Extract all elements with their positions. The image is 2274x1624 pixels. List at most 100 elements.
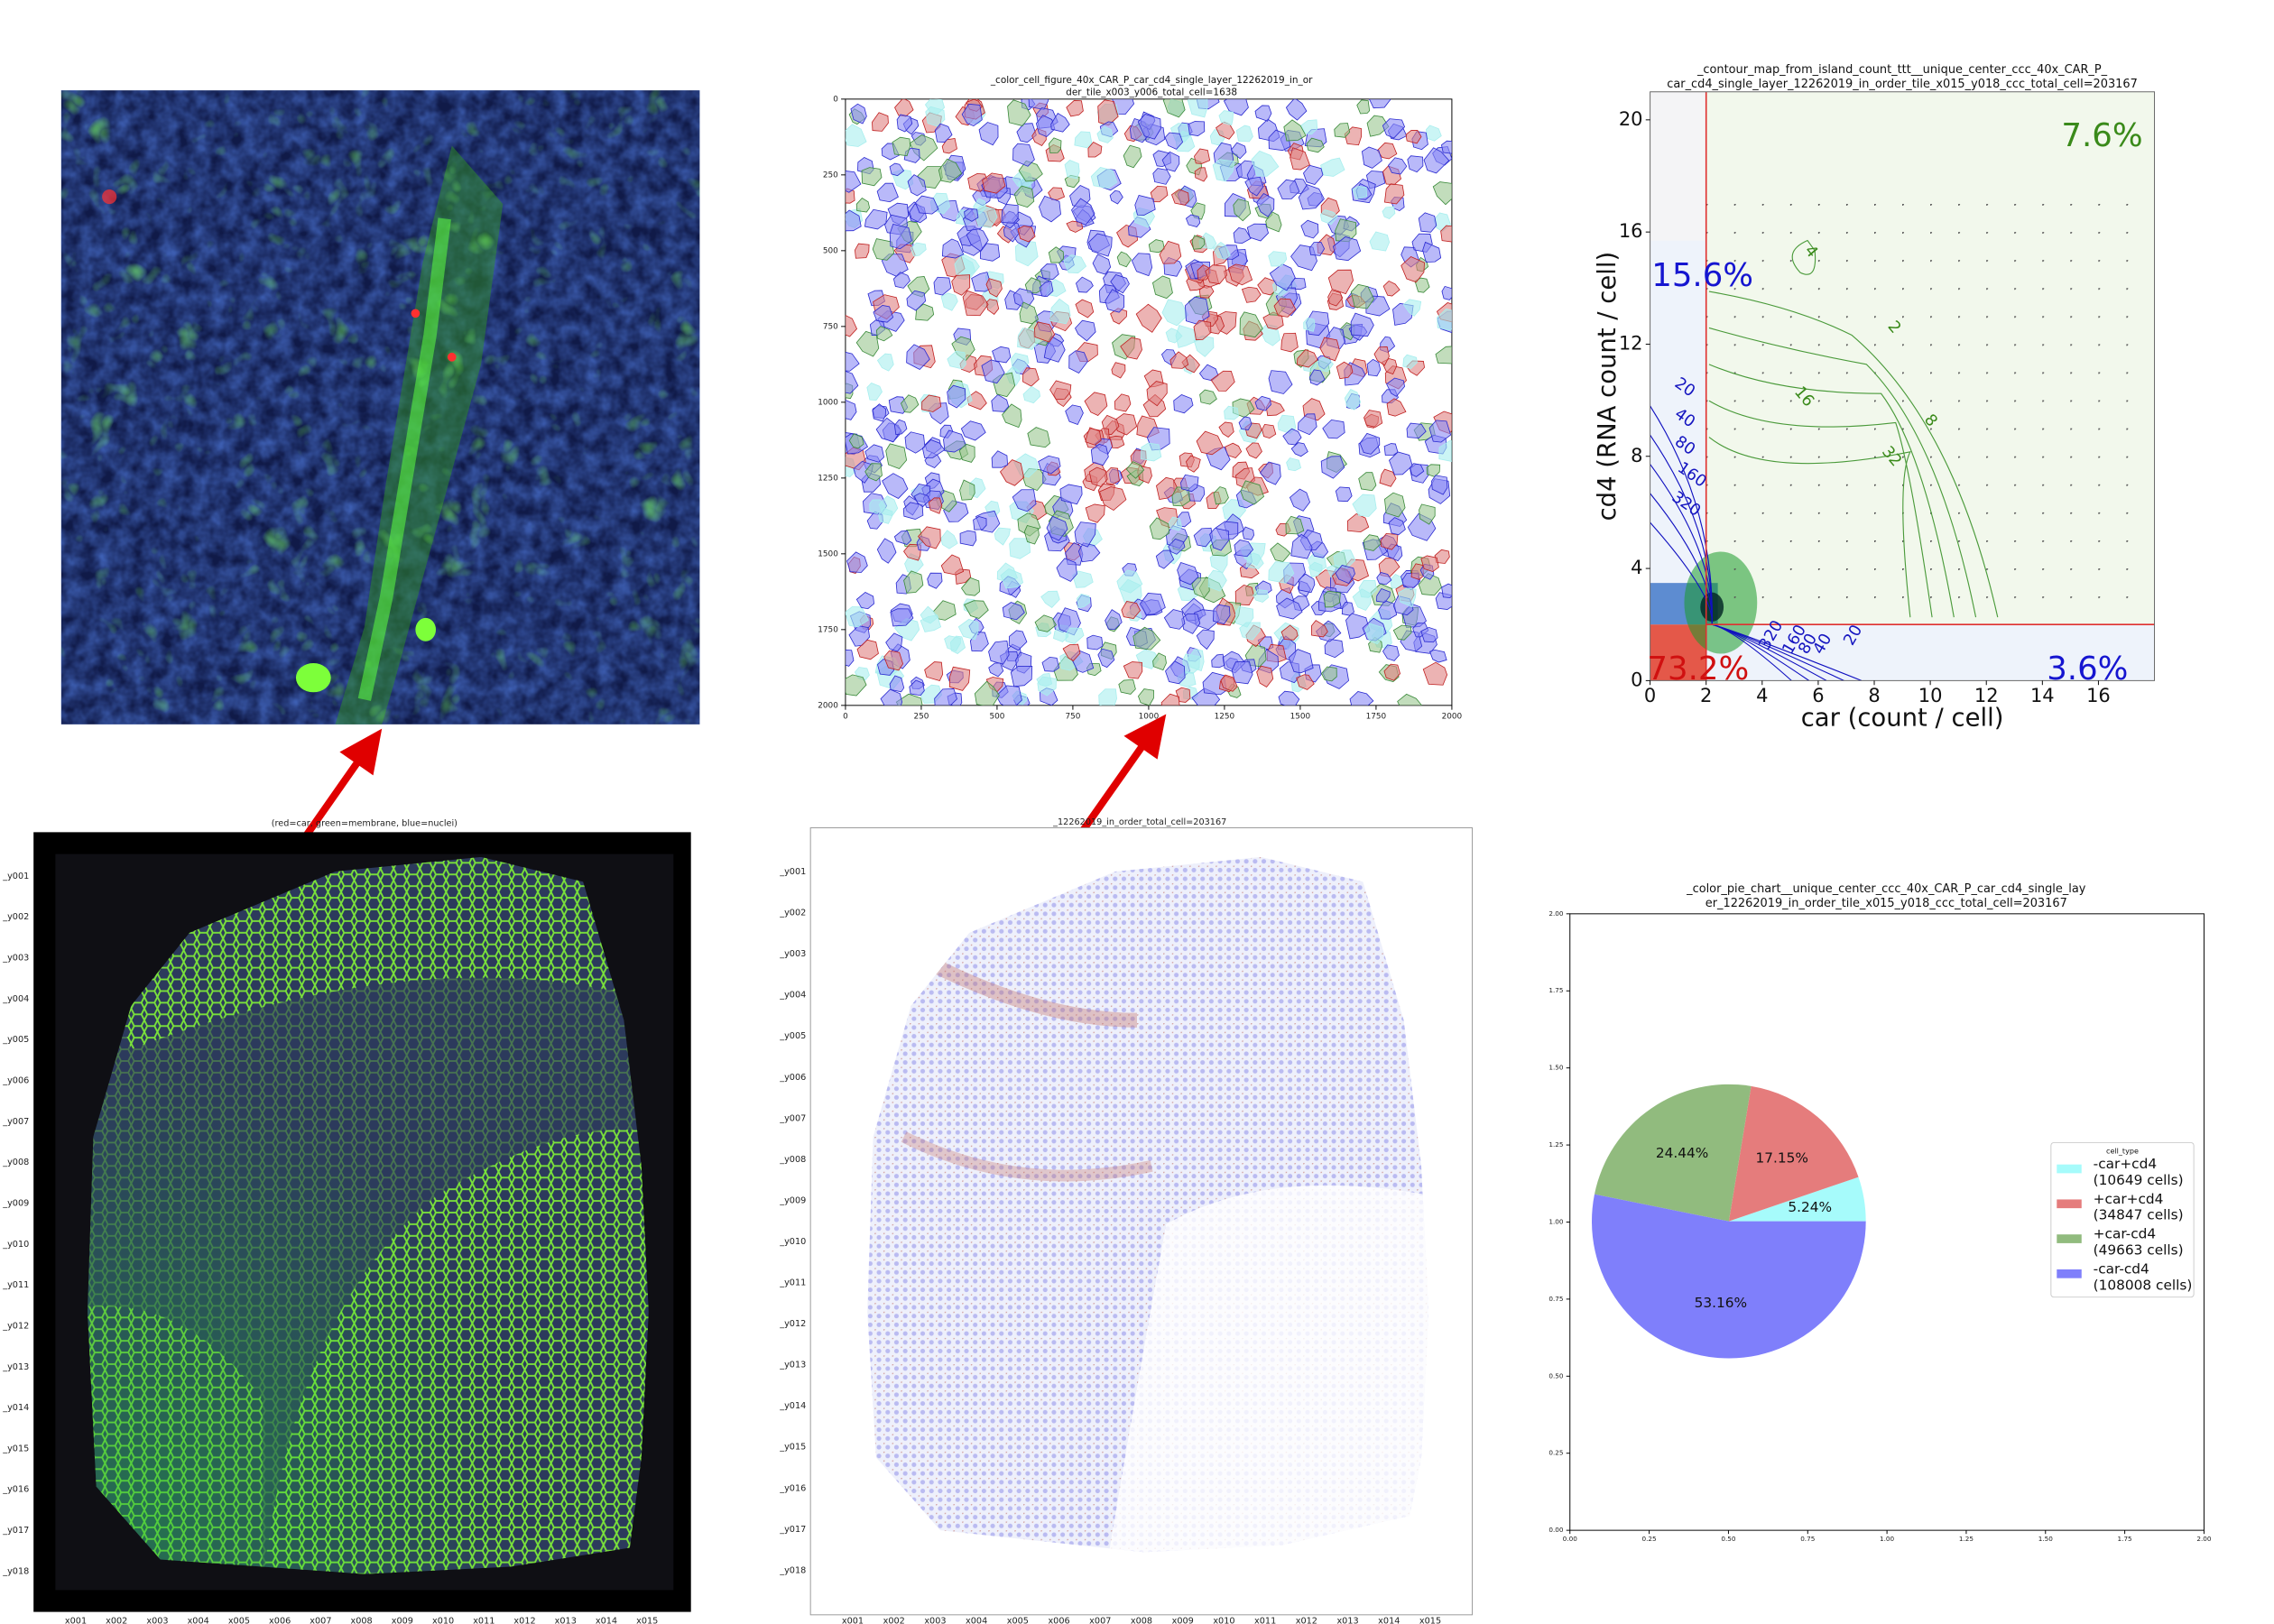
cell xyxy=(1245,442,1262,459)
cell xyxy=(1043,336,1066,363)
legend-label: +car+cd4 xyxy=(2094,1191,2164,1207)
cell xyxy=(1164,132,1184,150)
cell xyxy=(1135,303,1162,333)
cell xyxy=(1256,665,1274,688)
cell xyxy=(880,688,903,706)
cell xyxy=(1185,214,1201,227)
tile-x-label: x011 xyxy=(473,1616,495,1624)
pie-slice xyxy=(1728,1085,1859,1222)
cell xyxy=(1065,404,1084,426)
cell xyxy=(1276,597,1303,620)
cell xyxy=(876,353,894,372)
cell xyxy=(1262,423,1277,439)
tile-y-label: _y004 xyxy=(779,991,806,1001)
cell xyxy=(1308,242,1326,256)
cell xyxy=(948,666,971,691)
x-tick-label: 2 xyxy=(1700,685,1712,706)
legend-swatch xyxy=(2057,1234,2082,1243)
cell xyxy=(1306,137,1325,153)
y-tick-label: 1250 xyxy=(818,474,838,483)
cell xyxy=(1163,609,1186,630)
cell xyxy=(845,370,859,394)
cell xyxy=(1259,461,1281,485)
tile-y-label: _y003 xyxy=(779,949,806,959)
cell xyxy=(1376,572,1392,586)
legend-detail: (34847 cells) xyxy=(2094,1207,2184,1223)
tile-x-label: x006 xyxy=(1048,1616,1069,1624)
cell xyxy=(1235,125,1253,143)
cell xyxy=(1234,584,1255,605)
cell xyxy=(1398,587,1417,608)
cell xyxy=(890,608,914,627)
tile-x-label: x014 xyxy=(596,1616,617,1624)
cell xyxy=(1092,254,1112,275)
y-tick-label: 0.75 xyxy=(1548,1295,1563,1303)
y-tick-label: 1.75 xyxy=(1548,986,1563,994)
legend-detail: (10649 cells) xyxy=(2094,1172,2184,1188)
cell xyxy=(845,399,857,420)
cell xyxy=(1233,198,1252,222)
cell xyxy=(1349,691,1374,706)
cell xyxy=(1253,589,1269,603)
cell xyxy=(961,577,980,596)
cell xyxy=(910,242,927,257)
cell xyxy=(1234,540,1254,558)
cell xyxy=(1024,277,1042,294)
cell xyxy=(893,419,908,436)
x-tick-label: 10 xyxy=(1918,685,1943,706)
cell xyxy=(978,122,999,146)
tile-y-label: _y011 xyxy=(779,1278,806,1288)
cell xyxy=(1310,620,1328,638)
quadrant-percent: 73.2% xyxy=(1647,651,1749,687)
x-tick-label: 16 xyxy=(2086,685,2111,706)
cell xyxy=(1358,472,1377,492)
tile-x-label: x015 xyxy=(636,1616,658,1624)
tile-x-label: x007 xyxy=(310,1616,331,1624)
cell xyxy=(1194,148,1211,164)
cell xyxy=(941,137,957,154)
cell xyxy=(1319,337,1340,362)
tile-y-label: _y012 xyxy=(2,1321,29,1331)
y-tick-label: 8 xyxy=(1631,445,1642,466)
cell xyxy=(1027,427,1051,448)
cell xyxy=(1270,542,1291,563)
cell xyxy=(1023,525,1040,545)
cell xyxy=(1428,420,1452,443)
cell xyxy=(1426,125,1442,142)
cell xyxy=(885,632,903,652)
tile-x-label: x002 xyxy=(106,1616,127,1624)
cell xyxy=(893,530,912,545)
y-tick-label: 0 xyxy=(1631,669,1642,690)
cell xyxy=(1320,157,1345,177)
cell xyxy=(1014,240,1039,267)
cell xyxy=(1290,533,1313,559)
cell xyxy=(982,172,1006,194)
cell xyxy=(1298,184,1325,210)
tile-x-label: x013 xyxy=(555,1616,577,1624)
cell xyxy=(1327,290,1344,307)
cell xyxy=(1194,167,1208,182)
cell xyxy=(1105,609,1123,630)
cell xyxy=(1012,143,1035,167)
cell xyxy=(1352,494,1377,517)
slice-label: 24.44% xyxy=(1656,1145,1708,1161)
cell xyxy=(1131,253,1153,277)
tile-x-label: x007 xyxy=(1089,1616,1111,1624)
cell xyxy=(1168,516,1182,531)
cell xyxy=(845,352,860,372)
cell xyxy=(1196,629,1215,651)
cell xyxy=(1160,693,1180,706)
contour-line xyxy=(1708,327,1977,618)
cell xyxy=(1096,125,1114,143)
cell xyxy=(1363,410,1383,428)
arrow-head xyxy=(1123,714,1167,760)
x-tick-label: 2.00 xyxy=(2196,1535,2212,1543)
cell xyxy=(1213,486,1229,505)
cell xyxy=(1123,144,1142,169)
cell xyxy=(994,527,1011,546)
tile-y-label: _y009 xyxy=(2,1198,29,1208)
pie-slice xyxy=(1591,1194,1866,1359)
cell xyxy=(889,675,905,693)
x-tick-label: 0.00 xyxy=(1563,1535,1578,1543)
cell xyxy=(1152,168,1171,185)
